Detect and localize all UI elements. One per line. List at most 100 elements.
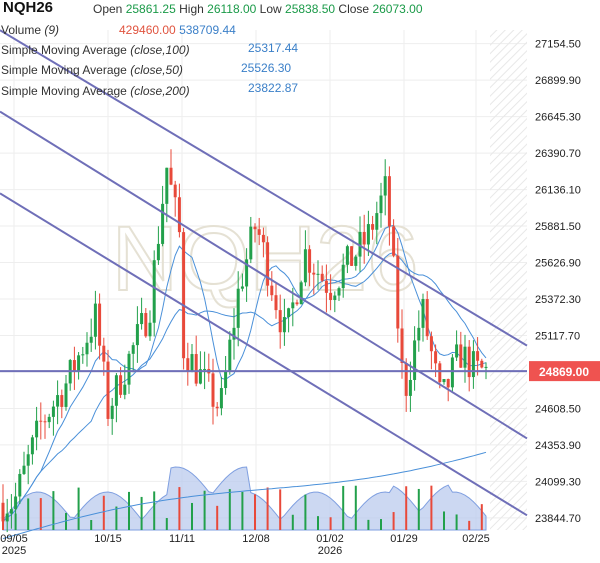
volume-legend[interactable]: Volume (9) [1, 23, 59, 37]
candle-body[interactable] [295, 302, 299, 305]
candle-body[interactable] [60, 395, 64, 407]
candle-body[interactable] [358, 231, 362, 257]
candle-body[interactable] [89, 336, 93, 343]
candle-body[interactable] [450, 357, 454, 388]
candle-body[interactable] [161, 203, 165, 244]
candle-body[interactable] [72, 360, 76, 372]
candle-body[interactable] [408, 379, 412, 396]
candle-body[interactable] [484, 366, 488, 368]
candle-body[interactable] [421, 299, 425, 328]
candle-body[interactable] [308, 249, 312, 273]
candle-body[interactable] [177, 197, 181, 233]
candle-body[interactable] [333, 295, 337, 301]
candle-body[interactable] [106, 361, 110, 419]
candle-body[interactable] [455, 344, 459, 358]
candle-body[interactable] [169, 167, 173, 185]
candle-body[interactable] [392, 226, 396, 256]
candle-body[interactable] [51, 406, 55, 417]
candle-body[interactable] [303, 249, 307, 283]
candle-body[interactable] [123, 384, 127, 395]
candle-body[interactable] [459, 344, 463, 368]
candle-body[interactable] [47, 416, 51, 423]
candle-body[interactable] [257, 229, 261, 235]
candle-body[interactable] [375, 213, 379, 230]
candle-body[interactable] [362, 231, 366, 245]
candle-body[interactable] [282, 317, 286, 333]
candle-body[interactable] [379, 195, 383, 214]
candle-body[interactable] [387, 176, 391, 227]
price-badge[interactable] [529, 361, 600, 382]
candle-body[interactable] [22, 465, 26, 474]
candle-body[interactable] [26, 454, 30, 466]
candle-body[interactable] [85, 342, 89, 355]
candle-body[interactable] [148, 322, 152, 337]
candle-body[interactable] [131, 345, 135, 354]
candle-body[interactable] [102, 345, 106, 362]
candle-body[interactable] [471, 351, 475, 378]
sma100-legend[interactable]: Simple Moving Average (close,100) [1, 43, 190, 57]
candle-body[interactable] [413, 340, 417, 380]
candle-body[interactable] [14, 496, 18, 510]
trend-channel-line[interactable] [0, 110, 528, 440]
candle-body[interactable] [316, 273, 320, 275]
candle-body[interactable] [119, 375, 123, 395]
candle-body[interactable] [266, 242, 270, 286]
candle-body[interactable] [232, 327, 236, 340]
candle-body[interactable] [9, 509, 13, 514]
candle-body[interactable] [56, 395, 60, 407]
candle-body[interactable] [173, 184, 177, 198]
candle-body[interactable] [165, 167, 169, 204]
candle-body[interactable] [274, 295, 278, 311]
candle-body[interactable] [299, 282, 303, 305]
candle-body[interactable] [140, 313, 144, 325]
candle-body[interactable] [371, 224, 375, 230]
candle-body[interactable] [287, 308, 291, 318]
candle-body[interactable] [324, 280, 328, 293]
candle-body[interactable] [240, 286, 244, 289]
candle-body[interactable] [278, 310, 282, 333]
candle-body[interactable] [429, 336, 433, 352]
candle-body[interactable] [215, 406, 219, 409]
candle-body[interactable] [446, 379, 450, 388]
candle-body[interactable] [312, 272, 316, 275]
candle-body[interactable] [463, 346, 467, 368]
sma200-legend[interactable]: Simple Moving Average (close,200) [1, 84, 190, 98]
candle-body[interactable] [341, 264, 345, 289]
candle-body[interactable] [383, 176, 387, 196]
candle-body[interactable] [245, 259, 249, 287]
candle-body[interactable] [203, 368, 207, 370]
candle-body[interactable] [396, 255, 400, 329]
candle-body[interactable] [270, 285, 274, 296]
candle-body[interactable] [39, 420, 43, 422]
candle-body[interactable] [329, 292, 333, 301]
candle-body[interactable] [236, 288, 240, 328]
candle-body[interactable] [18, 473, 22, 497]
trend-channel-line[interactable] [0, 192, 528, 517]
candle-body[interactable] [442, 379, 446, 383]
candle-body[interactable] [425, 299, 429, 337]
candle-body[interactable] [186, 358, 190, 372]
candle-body[interactable] [144, 313, 148, 337]
candle-body[interactable] [64, 383, 68, 407]
candle-body[interactable] [417, 327, 421, 341]
candle-body[interactable] [404, 363, 408, 396]
candle-body[interactable] [219, 388, 223, 409]
candle-body[interactable] [261, 234, 265, 243]
candle-body[interactable] [182, 232, 186, 359]
candle-body[interactable] [253, 226, 257, 230]
candle-body[interactable] [345, 246, 349, 265]
candle-body[interactable] [467, 346, 471, 378]
candle-body[interactable] [5, 513, 9, 522]
candle-body[interactable] [350, 246, 354, 266]
candle-body[interactable] [400, 328, 404, 364]
candle-body[interactable] [354, 256, 358, 266]
candle-body[interactable] [35, 420, 39, 438]
candle-body[interactable] [114, 375, 118, 406]
candle-body[interactable] [93, 303, 97, 337]
candle-body[interactable] [194, 354, 198, 384]
candle-body[interactable] [320, 273, 324, 281]
candle-body[interactable] [1, 502, 5, 522]
candle-body[interactable] [43, 421, 47, 423]
candle-body[interactable] [135, 324, 139, 346]
